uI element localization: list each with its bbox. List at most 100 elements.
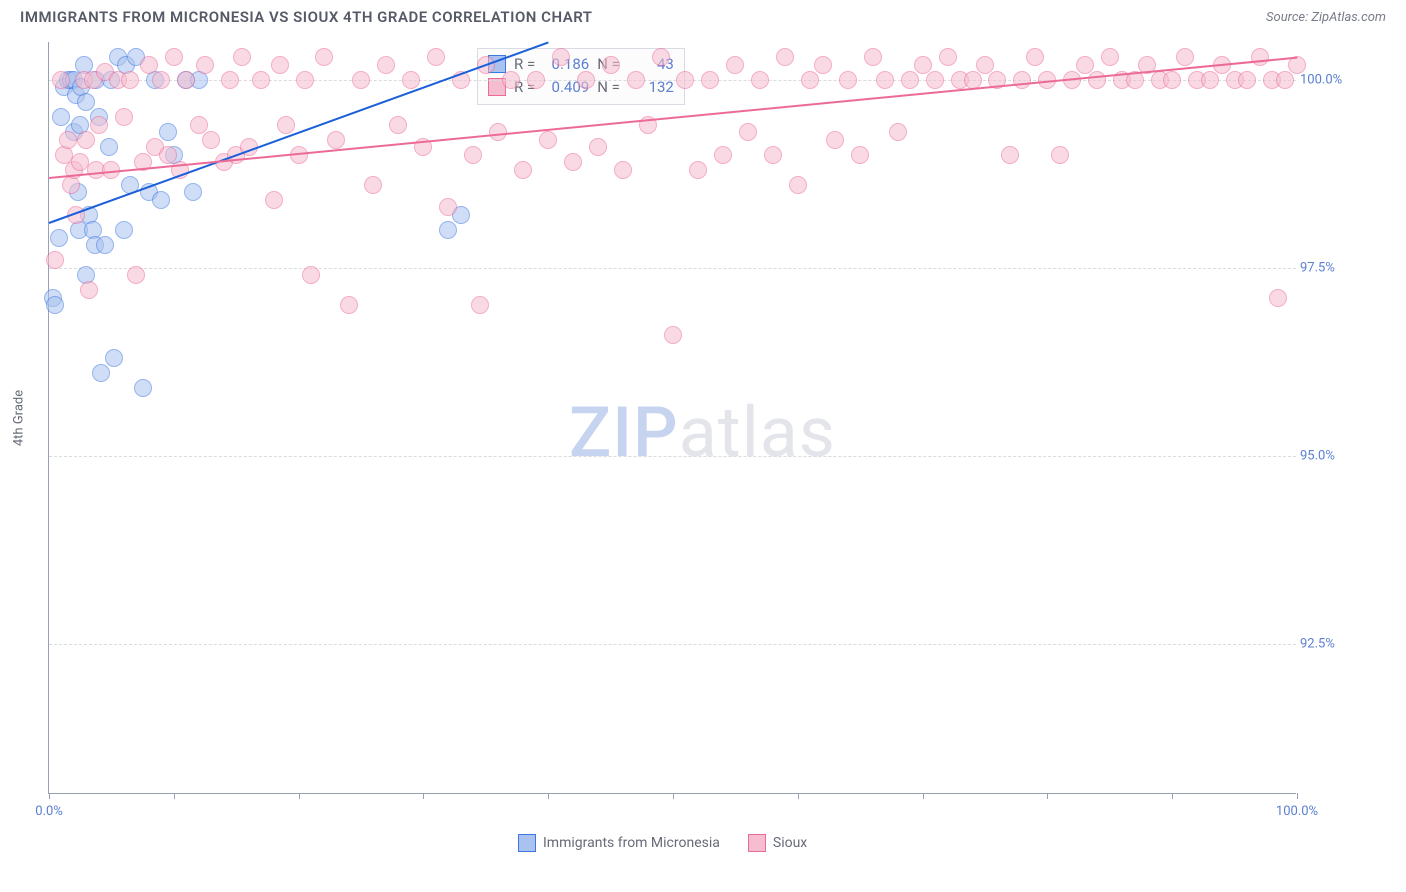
scatter-point xyxy=(1088,71,1106,89)
scatter-point xyxy=(439,221,457,239)
scatter-point xyxy=(764,146,782,164)
scatter-point xyxy=(664,326,682,344)
xtick-mark xyxy=(798,793,799,799)
scatter-point xyxy=(689,161,707,179)
legend-swatch xyxy=(748,834,766,852)
scatter-point xyxy=(1051,146,1069,164)
scatter-point xyxy=(776,48,794,66)
scatter-point xyxy=(152,71,170,89)
scatter-point xyxy=(714,146,732,164)
scatter-point xyxy=(939,48,957,66)
scatter-point xyxy=(1238,71,1256,89)
scatter-point xyxy=(1269,289,1287,307)
scatter-point xyxy=(46,296,64,314)
legend-bottom: Immigrants from Micronesia Sioux xyxy=(518,834,807,852)
scatter-point xyxy=(77,93,95,111)
scatter-point xyxy=(589,138,607,156)
xtick-label: 100.0% xyxy=(1276,804,1318,819)
scatter-point xyxy=(402,71,420,89)
scatter-point xyxy=(701,71,719,89)
scatter-point xyxy=(352,71,370,89)
chart-container: 4th Grade ZIPatlas R =0.186N =43R =0.409… xyxy=(48,42,1388,822)
scatter-point xyxy=(140,56,158,74)
scatter-point xyxy=(614,161,632,179)
scatter-point xyxy=(1276,71,1294,89)
scatter-point xyxy=(152,191,170,209)
scatter-point xyxy=(121,71,139,89)
scatter-point xyxy=(427,48,445,66)
scatter-point xyxy=(302,266,320,284)
scatter-point xyxy=(814,56,832,74)
scatter-point xyxy=(46,251,64,269)
scatter-point xyxy=(676,71,694,89)
scatter-point xyxy=(652,48,670,66)
ytick-label: 92.5% xyxy=(1300,636,1360,651)
scatter-point xyxy=(1013,71,1031,89)
scatter-point xyxy=(340,296,358,314)
scatter-point xyxy=(876,71,894,89)
scatter-point xyxy=(577,71,595,89)
xtick-mark xyxy=(923,793,924,799)
xtick-mark xyxy=(673,793,674,799)
scatter-point xyxy=(502,71,520,89)
scatter-point xyxy=(602,56,620,74)
scatter-point xyxy=(115,108,133,126)
scatter-point xyxy=(115,221,133,239)
scatter-point xyxy=(296,71,314,89)
scatter-point xyxy=(134,379,152,397)
ytick-label: 97.5% xyxy=(1300,260,1360,275)
scatter-point xyxy=(1076,56,1094,74)
scatter-point xyxy=(552,48,570,66)
scatter-point xyxy=(564,153,582,171)
scatter-point xyxy=(976,56,994,74)
ytick-label: 95.0% xyxy=(1300,448,1360,463)
xtick-mark xyxy=(1297,793,1298,799)
y-axis-label: 4th Grade xyxy=(12,389,27,445)
scatter-point xyxy=(100,138,118,156)
scatter-point xyxy=(839,71,857,89)
scatter-point xyxy=(59,131,77,149)
scatter-point xyxy=(864,48,882,66)
xtick-mark xyxy=(548,793,549,799)
scatter-point xyxy=(190,116,208,134)
scatter-point xyxy=(789,176,807,194)
scatter-point xyxy=(159,123,177,141)
scatter-point xyxy=(439,198,457,216)
scatter-point xyxy=(751,71,769,89)
scatter-point xyxy=(80,281,98,299)
scatter-point xyxy=(539,131,557,149)
xtick-mark xyxy=(174,793,175,799)
scatter-point xyxy=(96,236,114,254)
ytick-label: 100.0% xyxy=(1300,72,1360,87)
legend-label: Immigrants from Micronesia xyxy=(543,835,720,851)
scatter-point xyxy=(159,146,177,164)
scatter-point xyxy=(1163,71,1181,89)
scatter-point xyxy=(1001,146,1019,164)
watermark-part-b: atlas xyxy=(679,392,836,474)
scatter-point xyxy=(77,131,95,149)
scatter-point xyxy=(726,56,744,74)
plot-area: 4th Grade ZIPatlas R =0.186N =43R =0.409… xyxy=(48,42,1296,794)
scatter-point xyxy=(92,364,110,382)
scatter-point xyxy=(52,108,70,126)
legend-item: Immigrants from Micronesia xyxy=(518,834,720,852)
scatter-point xyxy=(464,146,482,164)
scatter-point xyxy=(914,56,932,74)
scatter-point xyxy=(315,48,333,66)
scatter-point xyxy=(196,56,214,74)
scatter-point xyxy=(901,71,919,89)
scatter-point xyxy=(127,266,145,284)
scatter-point xyxy=(252,71,270,89)
scatter-point xyxy=(265,191,283,209)
scatter-point xyxy=(90,116,108,134)
scatter-point xyxy=(105,349,123,367)
scatter-point xyxy=(233,48,251,66)
xtick-mark xyxy=(1047,793,1048,799)
xtick-mark xyxy=(423,793,424,799)
gridline-h xyxy=(49,268,1296,269)
scatter-point xyxy=(52,71,70,89)
scatter-point xyxy=(1176,48,1194,66)
source-label: Source: ZipAtlas.com xyxy=(1266,10,1386,25)
scatter-point xyxy=(165,48,183,66)
legend-label: Sioux xyxy=(773,835,807,851)
